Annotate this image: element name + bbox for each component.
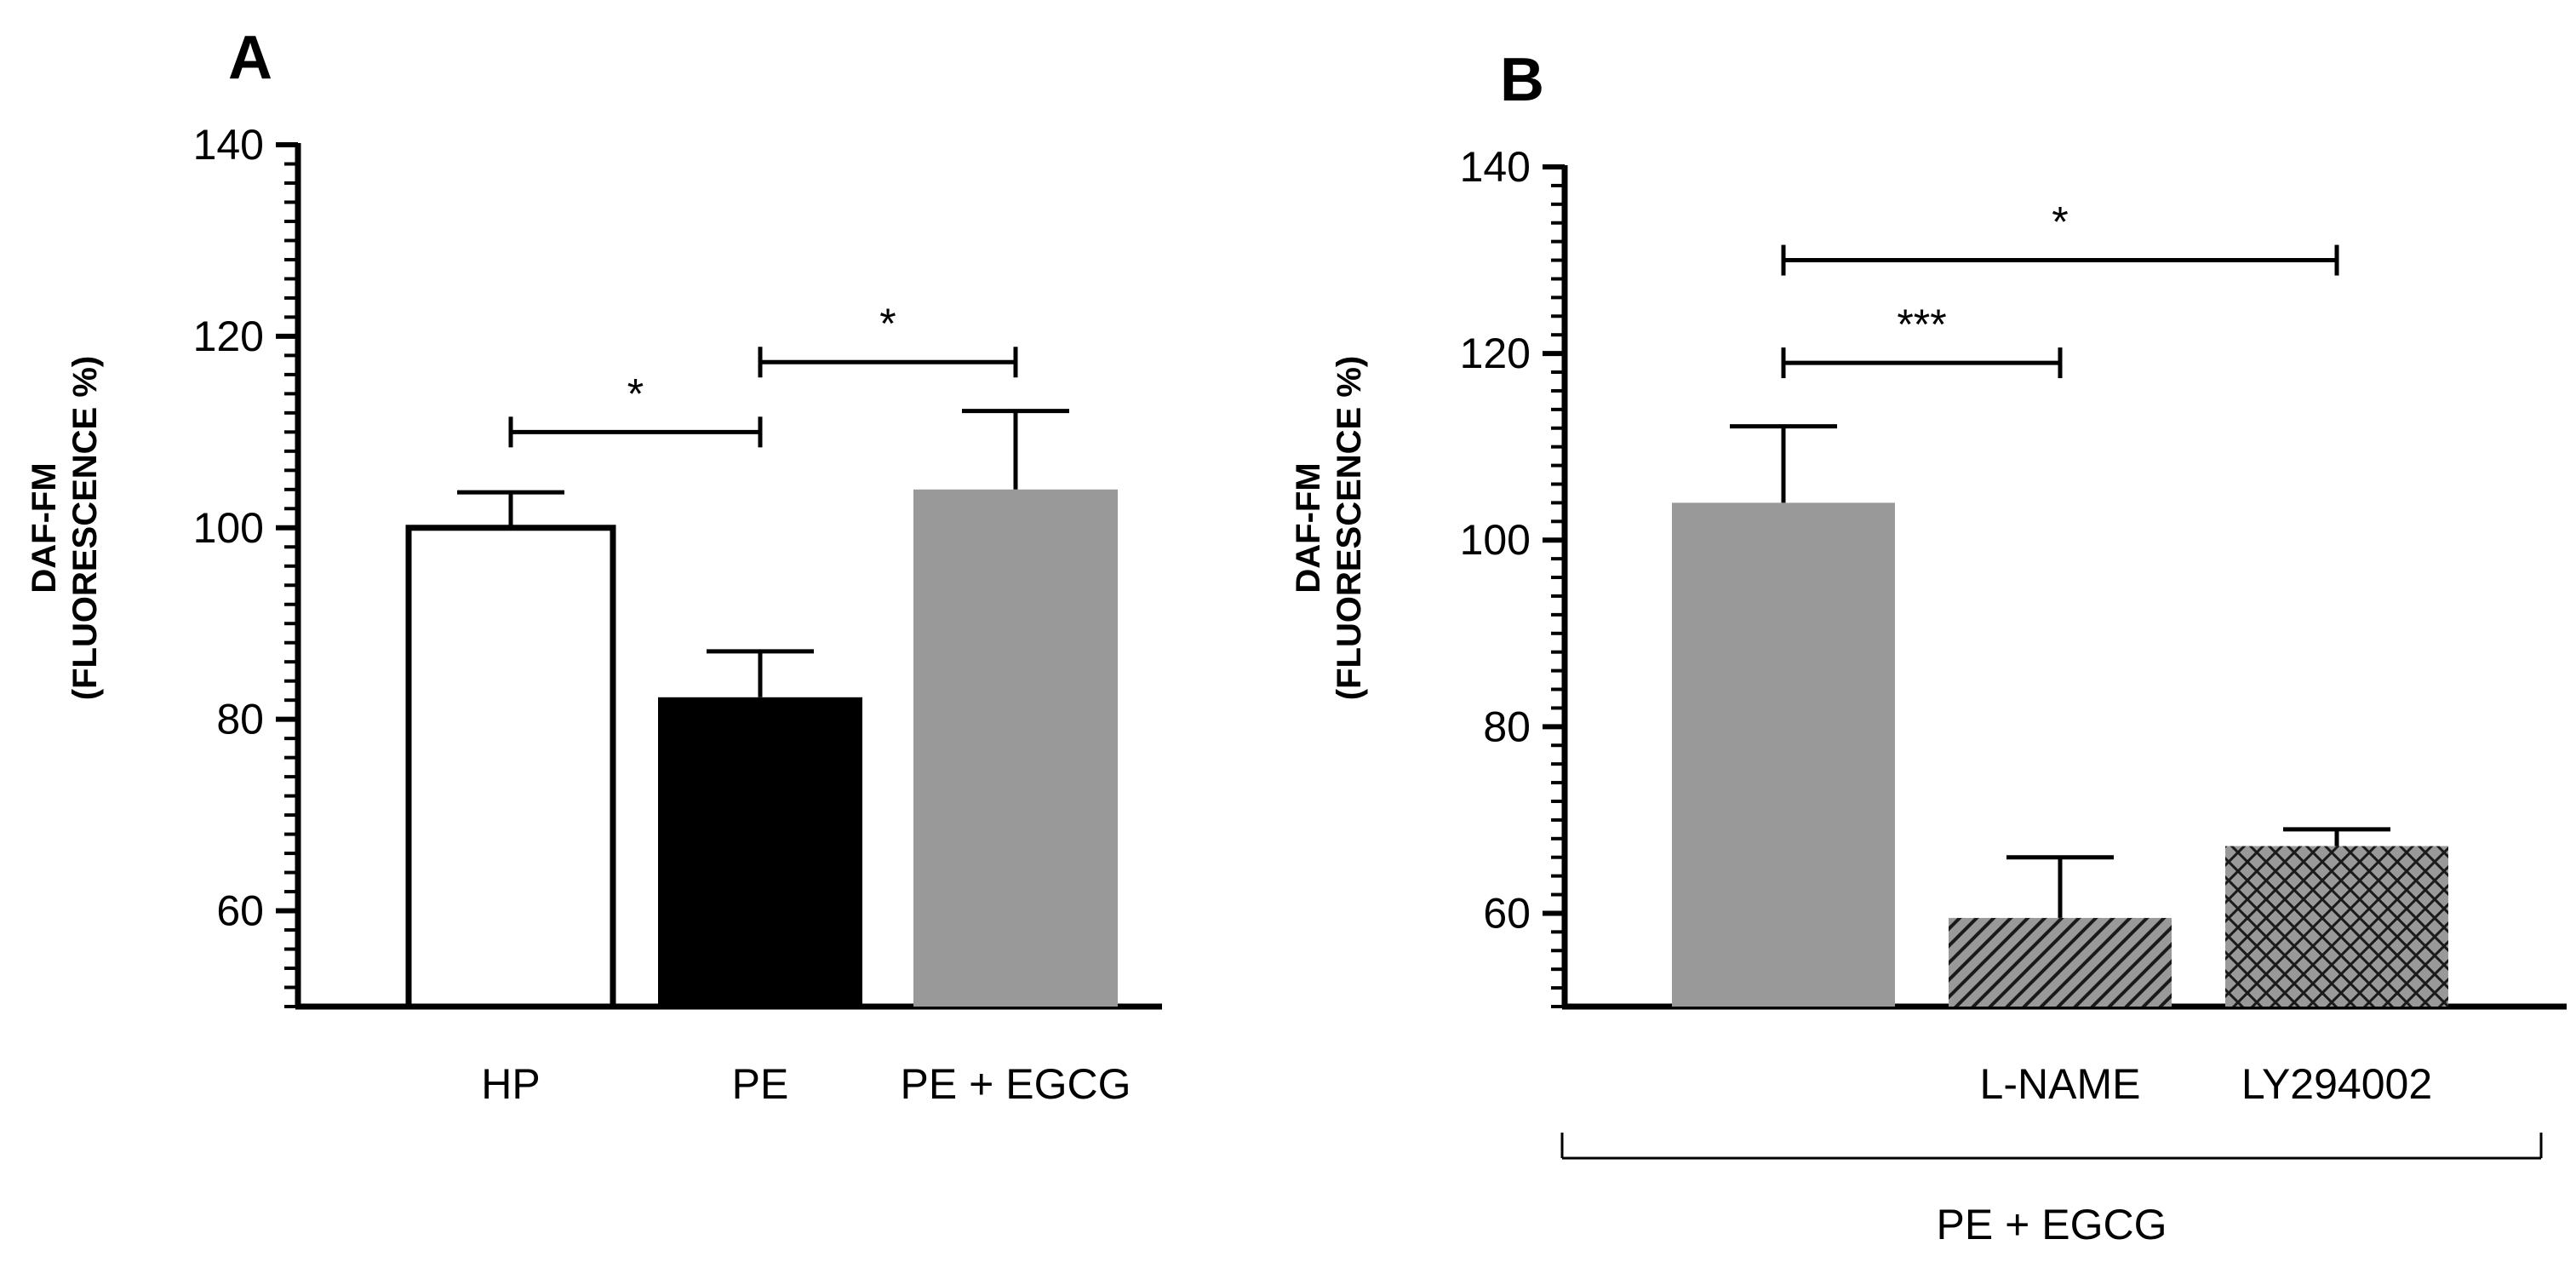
y-tick-label-a: 120	[193, 313, 264, 360]
category-label-b-1: L-NAME	[1980, 1060, 2141, 1108]
significance-label-b-0: ***	[1897, 301, 1946, 348]
significance-label-b-1: *	[2052, 198, 2068, 246]
bar-b-0	[1672, 502, 1895, 1007]
y-tick-label-a: 80	[216, 696, 264, 743]
group-label: PE + EGCG	[1937, 1201, 2167, 1248]
category-label-b-2: LY294002	[2241, 1060, 2432, 1108]
significance-label-a-1: *	[879, 300, 896, 347]
y-tick-label-a: 100	[193, 504, 264, 552]
panel-letter-a: A	[228, 24, 272, 92]
bar-b-1	[1949, 917, 2172, 1007]
y-tick-label-b: 140	[1460, 143, 1531, 191]
bar-b-2	[2225, 846, 2448, 1007]
y-axis-label-line2-a: (FLUORESCENCE %)	[66, 356, 104, 700]
y-tick-label-b: 120	[1460, 330, 1531, 377]
y-tick-label-b: 100	[1460, 516, 1531, 564]
y-axis-label-b: DAF-FM (FLUORESCENCE %)	[1290, 356, 1368, 700]
y-axis-label-a: DAF-FM (FLUORESCENCE %)	[26, 356, 104, 700]
y-tick-label-a: 60	[216, 887, 264, 935]
y-tick-label-b: 80	[1483, 703, 1531, 750]
bar-a-2	[913, 489, 1118, 1007]
significance-label-a-0: *	[627, 370, 644, 417]
bar-a-1	[658, 697, 862, 1007]
y-tick-label-b: 60	[1483, 889, 1531, 937]
category-label-a-0: HP	[481, 1060, 540, 1108]
panel-letter-b: B	[1500, 46, 1544, 114]
bar-a-0	[405, 525, 616, 1010]
category-label-a-2: PE + EGCG	[901, 1060, 1131, 1108]
category-label-a-1: PE	[732, 1060, 789, 1108]
y-axis-label-line2-b: (FLUORESCENCE %)	[1331, 356, 1368, 700]
chart-panel-b: B 60 80 100 120 140 DAF-FM (FLUORESCENCE %) L-NA…	[1290, 46, 2567, 1248]
chart-panel-a: A 60 80 100 120 140 DAF-FM (FLUORESCENCE %) HP PE…	[26, 24, 1162, 1108]
y-tick-label-a: 140	[193, 121, 264, 169]
y-axis-label-line1-a: DAF-FM	[26, 462, 63, 593]
y-axis-label-line1-b: DAF-FM	[1290, 462, 1327, 593]
